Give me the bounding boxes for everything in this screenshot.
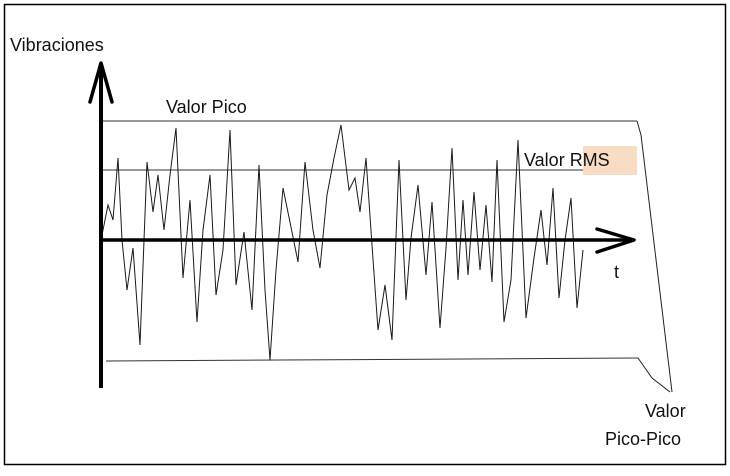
peak-to-peak-label-line1: Valor [645, 401, 686, 421]
rms-label-highlight: RMS [570, 150, 610, 170]
diagram-frame [3, 3, 727, 466]
rms-label: Valor RMS [524, 150, 610, 170]
negative-peak-line [105, 357, 639, 362]
peak-to-peak-leader-top [636, 120, 673, 393]
rms-highlight [583, 146, 637, 175]
peak-to-peak-leader-bottom [637, 357, 671, 393]
peak-label: Valor Pico [166, 97, 247, 117]
x-axis-label: t [614, 262, 619, 282]
y-axis-arrowhead [88, 61, 114, 104]
vibration-signal [100, 124, 584, 361]
x-axis-arrowhead [595, 227, 636, 254]
peak-to-peak-label-line2: Pico-Pico [605, 429, 681, 449]
rms-label-prefix: Valor [524, 150, 570, 170]
y-axis-label: Vibraciones [10, 35, 104, 55]
